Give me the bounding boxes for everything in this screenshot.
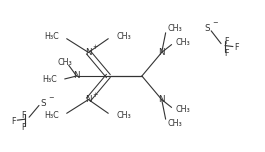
Text: S: S xyxy=(40,99,46,108)
Text: F: F xyxy=(21,111,25,120)
Text: CH₃: CH₃ xyxy=(116,32,131,41)
Text: N: N xyxy=(158,95,165,104)
Text: CH₃: CH₃ xyxy=(175,38,190,47)
Text: CH₃: CH₃ xyxy=(57,58,72,67)
Text: CH₃: CH₃ xyxy=(168,24,182,33)
Text: +: + xyxy=(92,92,98,98)
Text: H₃C: H₃C xyxy=(42,75,57,84)
Text: −: − xyxy=(212,20,218,26)
Text: F: F xyxy=(21,123,25,131)
Text: F: F xyxy=(225,49,229,58)
Text: N: N xyxy=(158,48,165,57)
Text: N: N xyxy=(85,95,92,104)
Text: −: − xyxy=(48,95,53,100)
Text: S: S xyxy=(204,24,210,33)
Text: CH₃: CH₃ xyxy=(168,119,182,128)
Text: F: F xyxy=(235,43,239,52)
Text: N: N xyxy=(73,71,80,81)
Text: CH₃: CH₃ xyxy=(116,111,131,120)
Text: F: F xyxy=(11,117,16,126)
Text: F: F xyxy=(225,37,229,46)
Text: H₃C: H₃C xyxy=(44,32,59,41)
Text: +: + xyxy=(92,45,98,50)
Text: H₃C: H₃C xyxy=(44,111,59,120)
Text: CH₃: CH₃ xyxy=(175,105,190,114)
Text: N: N xyxy=(85,48,92,57)
